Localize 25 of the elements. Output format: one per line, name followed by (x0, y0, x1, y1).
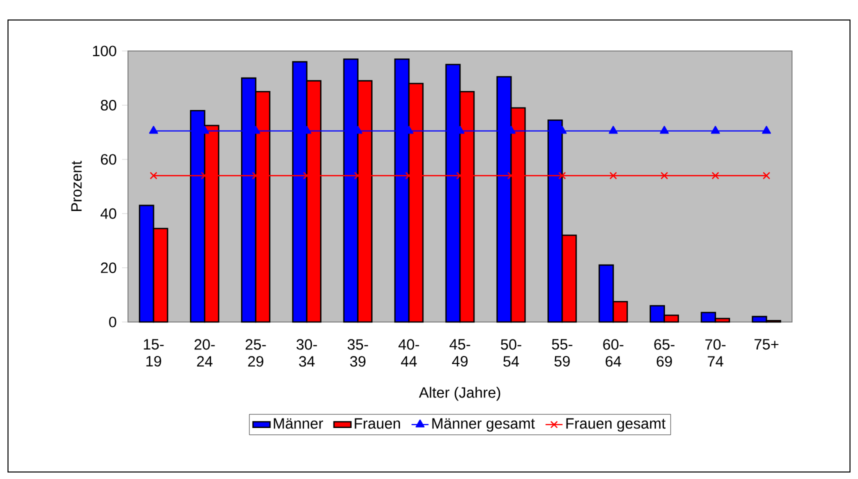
legend-label: Frauen gesamt (566, 418, 666, 432)
x-tick-label: 65-69 (654, 339, 674, 367)
y-tick-label: 20 (100, 262, 116, 274)
x-tick-label: 50-54 (500, 339, 522, 367)
x-tick-label: 55-59 (552, 339, 572, 367)
y-tick-label: 80 (100, 100, 116, 110)
y-tick-label: 60 (100, 154, 116, 165)
x-tick-label: 25-29 (246, 339, 266, 367)
x-tick-label: 40-44 (398, 339, 420, 367)
x-tick-label: 30-34 (296, 339, 317, 367)
y-tick-label: 0 (109, 316, 116, 328)
x-tick-label: 20-24 (194, 339, 215, 367)
x-tick-label: 15-19 (144, 339, 164, 367)
legend-label: Männer gesamt (432, 418, 535, 432)
x-tick-label: 70-74 (705, 339, 726, 367)
y-tick-label: 100 (93, 46, 116, 56)
x-tick-label: 75+ (754, 339, 778, 350)
x-tick-label: 45-49 (450, 339, 470, 367)
y-tick-label: 40 (100, 208, 116, 219)
y-axis-title: Prozent (71, 160, 82, 212)
legend-label: Frauen (354, 418, 400, 429)
legend-label: Männer (274, 418, 324, 429)
x-tick-label: 35-39 (348, 339, 368, 367)
x-axis-title: Alter (Jahre) (418, 386, 500, 401)
x-tick-label: 60-64 (603, 339, 624, 367)
